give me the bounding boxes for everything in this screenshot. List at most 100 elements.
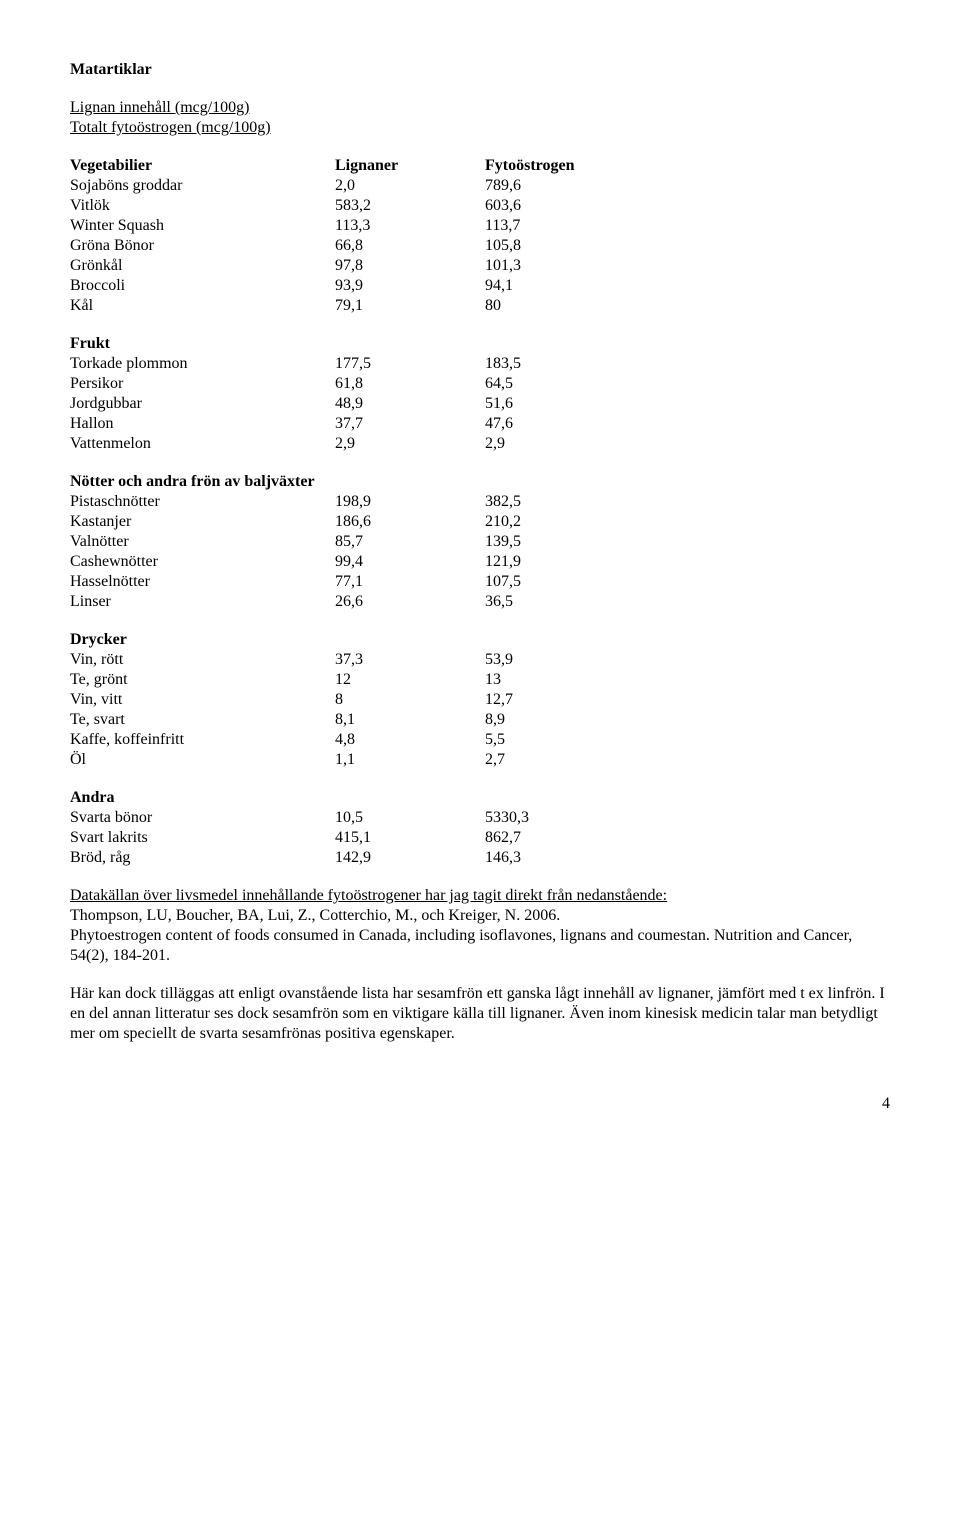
table-row: Gröna Bönor66,8105,8 <box>70 236 890 256</box>
cell-lignan: 2,0 <box>335 176 485 196</box>
cell-name: Cashewnötter <box>70 552 335 572</box>
table-row: Broccoli93,994,1 <box>70 276 890 296</box>
cell-fyto: 603,6 <box>485 196 635 216</box>
cell-fyto: 2,9 <box>485 434 635 454</box>
cell-name: Winter Squash <box>70 216 335 236</box>
cell-lignan: 8,1 <box>335 710 485 730</box>
table-row: Bröd, råg142,9146,3 <box>70 848 890 868</box>
cell-lignan: 79,1 <box>335 296 485 316</box>
reference-line-1: Thompson, LU, Boucher, BA, Lui, Z., Cott… <box>70 907 560 924</box>
cell-name: Kastanjer <box>70 512 335 532</box>
cell-lignan: 1,1 <box>335 750 485 770</box>
cell-name: Jordgubbar <box>70 394 335 414</box>
table-header-row: Vegetabilier Lignaner Fytoöstrogen <box>70 156 890 176</box>
cell-name: Grönkål <box>70 256 335 276</box>
cell-name: Pistaschnötter <box>70 492 335 512</box>
cell-lignan: 4,8 <box>335 730 485 750</box>
table-row: Cashewnötter99,4121,9 <box>70 552 890 572</box>
cell-lignan: 142,9 <box>335 848 485 868</box>
cell-name: Svart lakrits <box>70 828 335 848</box>
cell-lignan: 415,1 <box>335 828 485 848</box>
cell-fyto: 51,6 <box>485 394 635 414</box>
cell-name: Vin, vitt <box>70 690 335 710</box>
cell-name: Vattenmelon <box>70 434 335 454</box>
col-fytoostrogen: Fytoöstrogen <box>485 156 635 176</box>
cell-name: Hallon <box>70 414 335 434</box>
cell-fyto: 13 <box>485 670 635 690</box>
table-row: Kastanjer186,6210,2 <box>70 512 890 532</box>
table-row: Linser26,636,5 <box>70 592 890 612</box>
nuts-section: Pistaschnötter198,9382,5Kastanjer186,621… <box>70 492 890 612</box>
table-row: Te, svart8,18,9 <box>70 710 890 730</box>
cell-fyto: 36,5 <box>485 592 635 612</box>
nuts-title: Nötter och andra frön av baljväxter <box>70 472 890 492</box>
cell-lignan: 113,3 <box>335 216 485 236</box>
cell-name: Valnötter <box>70 532 335 552</box>
table-row: Pistaschnötter198,9382,5 <box>70 492 890 512</box>
table-row: Vitlök583,2603,6 <box>70 196 890 216</box>
cell-lignan: 99,4 <box>335 552 485 572</box>
other-title: Andra <box>70 788 890 808</box>
col-vegetabilier: Vegetabilier <box>70 156 335 176</box>
table-row: Torkade plommon177,5183,5 <box>70 354 890 374</box>
cell-lignan: 61,8 <box>335 374 485 394</box>
cell-fyto: 2,7 <box>485 750 635 770</box>
table-row: Vattenmelon2,92,9 <box>70 434 890 454</box>
col-lignaner: Lignaner <box>335 156 485 176</box>
table-row: Svart lakrits415,1862,7 <box>70 828 890 848</box>
cell-name: Torkade plommon <box>70 354 335 374</box>
page-number: 4 <box>70 1094 890 1114</box>
reference-line-2: Phytoestrogen content of foods consumed … <box>70 927 852 964</box>
table-row: Svarta bönor10,55330,3 <box>70 808 890 828</box>
cell-fyto: 382,5 <box>485 492 635 512</box>
cell-name: Vin, rött <box>70 650 335 670</box>
cell-name: Kål <box>70 296 335 316</box>
cell-name: Öl <box>70 750 335 770</box>
cell-name: Bröd, råg <box>70 848 335 868</box>
cell-lignan: 2,9 <box>335 434 485 454</box>
table-row: Vin, rött37,353,9 <box>70 650 890 670</box>
cell-fyto: 113,7 <box>485 216 635 236</box>
cell-lignan: 583,2 <box>335 196 485 216</box>
subheading-total: Totalt fytoöstrogen (mcg/100g) <box>70 118 890 138</box>
cell-name: Te, grönt <box>70 670 335 690</box>
cell-lignan: 186,6 <box>335 512 485 532</box>
cell-fyto: 80 <box>485 296 635 316</box>
cell-fyto: 107,5 <box>485 572 635 592</box>
table-row: Sojaböns groddar2,0789,6 <box>70 176 890 196</box>
table-row: Hallon37,747,6 <box>70 414 890 434</box>
drinks-section: Vin, rött37,353,9Te, grönt1213Vin, vitt8… <box>70 650 890 770</box>
cell-lignan: 177,5 <box>335 354 485 374</box>
cell-fyto: 53,9 <box>485 650 635 670</box>
cell-fyto: 121,9 <box>485 552 635 572</box>
cell-fyto: 101,3 <box>485 256 635 276</box>
cell-lignan: 77,1 <box>335 572 485 592</box>
cell-lignan: 37,7 <box>335 414 485 434</box>
cell-fyto: 862,7 <box>485 828 635 848</box>
cell-fyto: 183,5 <box>485 354 635 374</box>
cell-fyto: 210,2 <box>485 512 635 532</box>
closing-paragraph: Här kan dock tilläggas att enligt ovanst… <box>70 984 890 1044</box>
table-row: Jordgubbar48,951,6 <box>70 394 890 414</box>
cell-name: Svarta bönor <box>70 808 335 828</box>
cell-fyto: 94,1 <box>485 276 635 296</box>
cell-name: Gröna Bönor <box>70 236 335 256</box>
cell-fyto: 8,9 <box>485 710 635 730</box>
cell-fyto: 105,8 <box>485 236 635 256</box>
cell-lignan: 8 <box>335 690 485 710</box>
cell-lignan: 12 <box>335 670 485 690</box>
table-row: Vin, vitt812,7 <box>70 690 890 710</box>
frukt-title: Frukt <box>70 334 890 354</box>
cell-name: Broccoli <box>70 276 335 296</box>
drinks-title: Drycker <box>70 630 890 650</box>
cell-fyto: 146,3 <box>485 848 635 868</box>
cell-fyto: 139,5 <box>485 532 635 552</box>
cell-lignan: 37,3 <box>335 650 485 670</box>
table-row: Hasselnötter77,1107,5 <box>70 572 890 592</box>
cell-lignan: 10,5 <box>335 808 485 828</box>
cell-lignan: 93,9 <box>335 276 485 296</box>
table-row: Kål79,180 <box>70 296 890 316</box>
cell-name: Te, svart <box>70 710 335 730</box>
cell-name: Persikor <box>70 374 335 394</box>
frukt-section: Torkade plommon177,5183,5Persikor61,864,… <box>70 354 890 454</box>
